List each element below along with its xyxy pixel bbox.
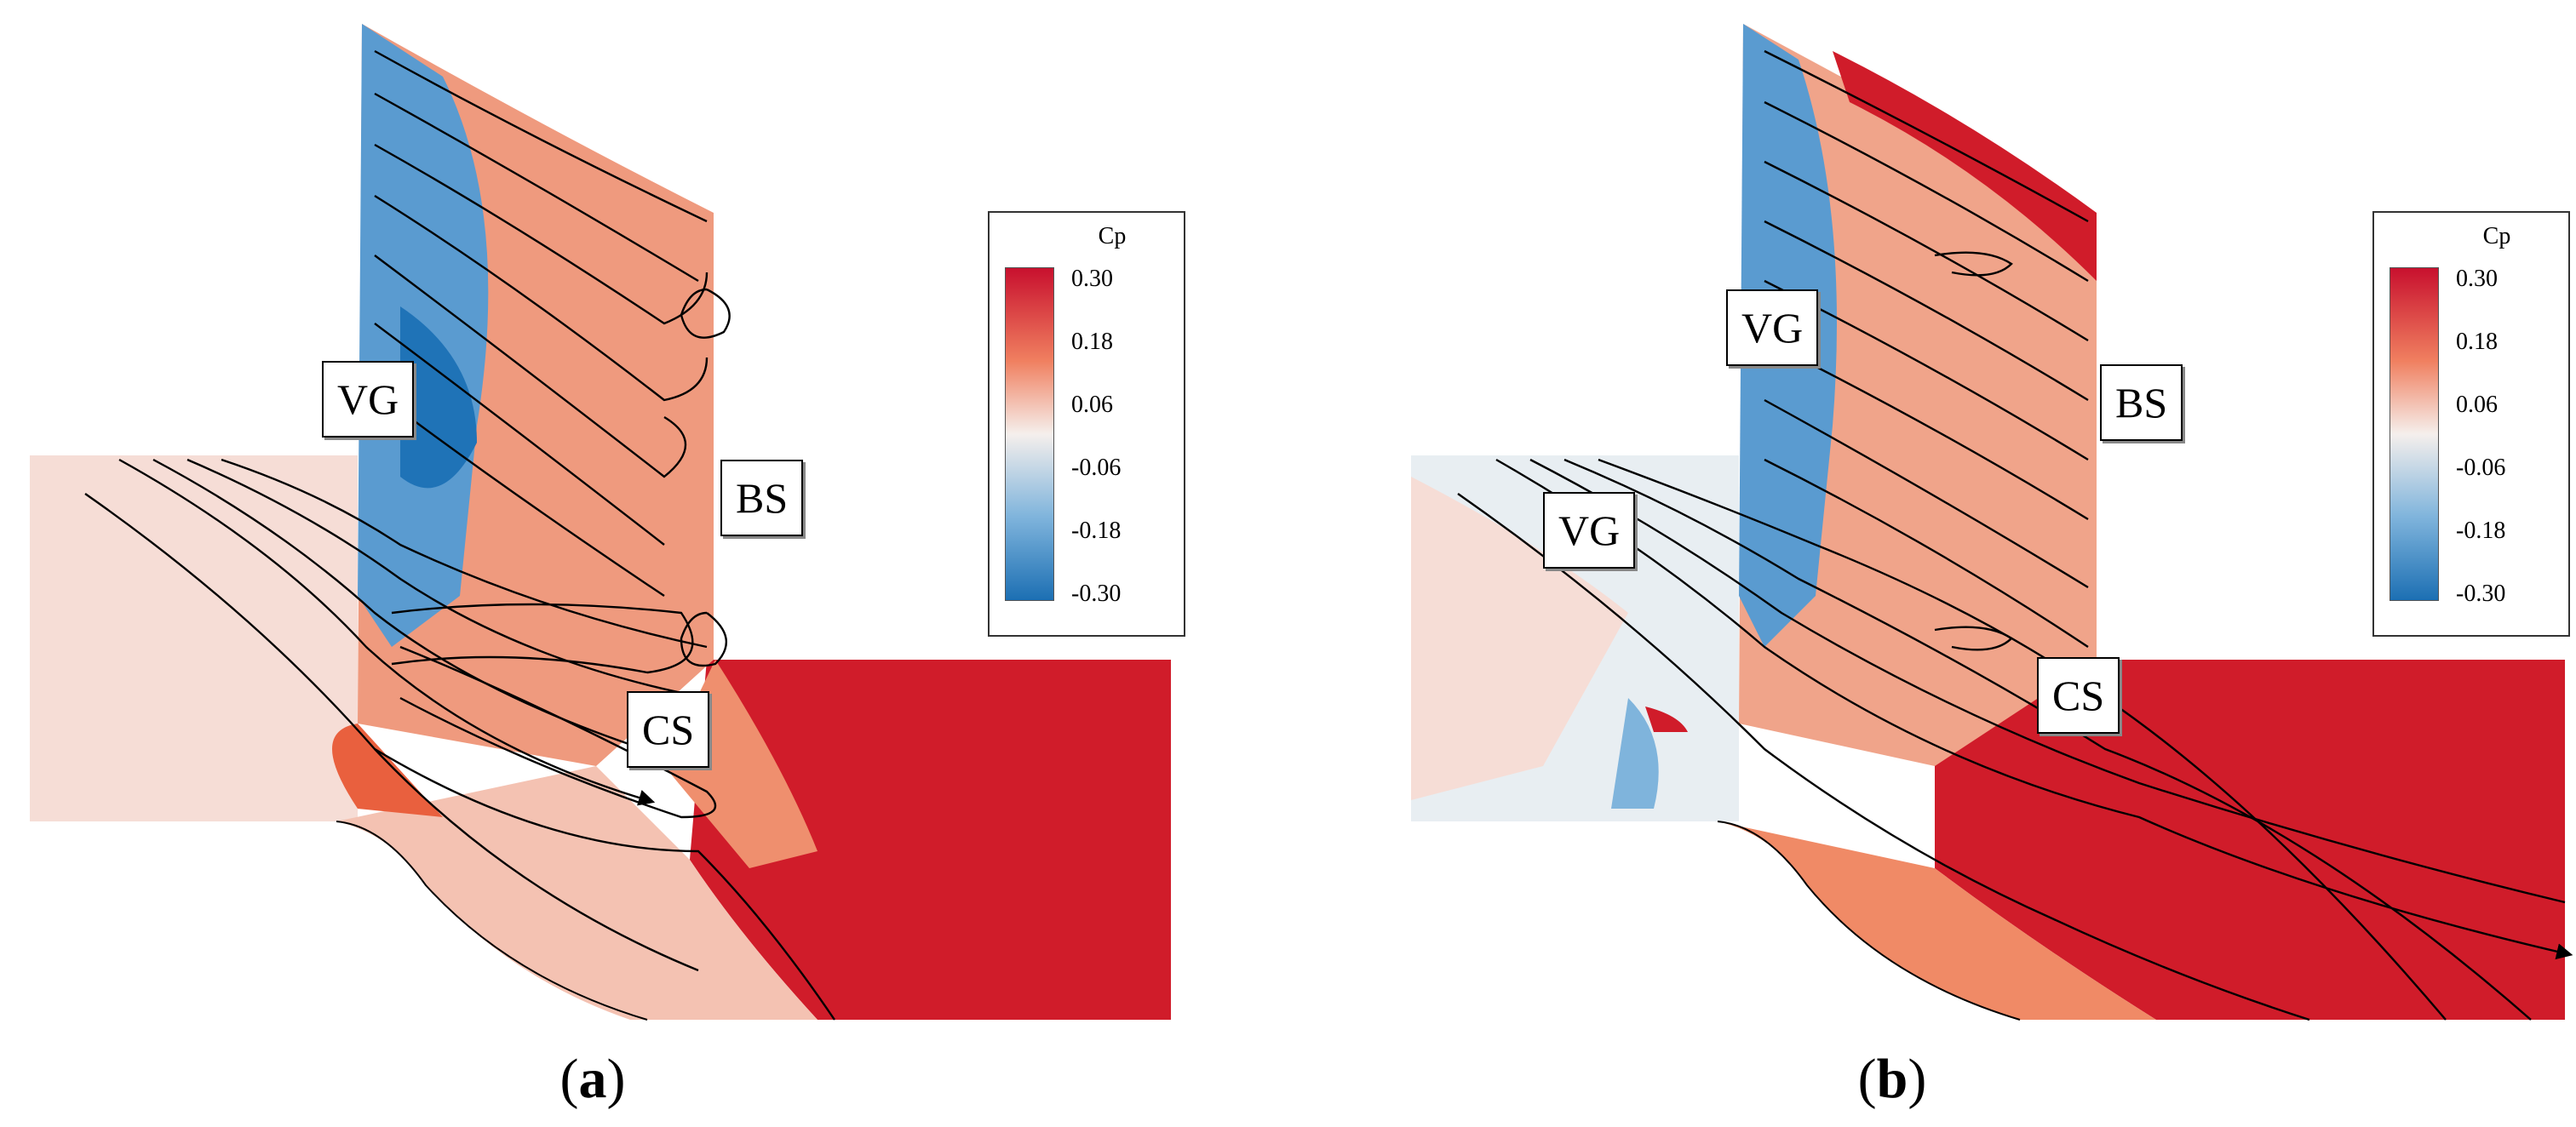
panel-a: VG BS CS Cp 0.30 0.18 0.06 -0.06 -0.18 -… [30,24,1185,1110]
inlet-duct-a [30,455,358,821]
colorbar-title: Cp [2482,223,2511,249]
blue-streak-b [1611,698,1659,809]
vg-label: VG [322,361,415,438]
pressure-side-strip-b [1833,51,2097,281]
inlet-warm-patch-b [1411,477,1628,800]
colorbar-tick: -0.30 [2456,581,2506,607]
vg-label-lower: VG [1543,492,1636,569]
colorbar-tick: 0.06 [1071,392,1113,418]
colorbar-tick: -0.30 [1071,581,1122,607]
duct-outline-b [1717,821,2021,1021]
colorbar-tick: 0.30 [1071,266,1113,292]
streamlines-b [1457,49,2573,1021]
contour-field-b [1411,24,2573,1021]
colorbar-tick: -0.18 [1071,518,1122,544]
contour-field-a [30,24,1171,1021]
bs-label: BS [720,460,804,536]
colorbar-tick: 0.18 [1071,329,1113,355]
vg-label-upper: VG [1726,289,1819,366]
lower-bend-a [336,766,818,1020]
colorbar-tick: 0.30 [2456,266,2498,292]
colorbar-b: Cp 0.30 0.18 0.06 -0.06 -0.18 -0.30 [2372,211,2570,637]
colorbar-gradient [2390,267,2439,601]
cs-label: CS [2037,657,2120,734]
colorbar-tick: -0.06 [2456,455,2506,481]
outlet-duct-a [690,660,1171,1020]
bs-label: BS [2100,364,2183,441]
hot-spot-b [1645,707,1688,732]
deep-blue-core-a [400,306,477,489]
colorbar-tick: 0.06 [2456,392,2498,418]
colorbar-title: Cp [1098,223,1127,249]
colorbar-tick: -0.06 [1071,455,1122,481]
caption-a: (a) [559,1048,626,1110]
panel-b: VG VG BS CS Cp 0.30 0.18 0.06 -0.06 -0.1… [1288,0,2575,1127]
high-pressure-bump-a [332,724,443,817]
outlet-duct-b [1935,660,2565,1020]
colorbar-tick: 0.18 [2456,329,2498,355]
colorbar-tick: -0.18 [2456,518,2506,544]
lower-bend-b [1718,821,2156,1020]
colorbar-gradient [1005,267,1054,601]
cs-label: CS [627,691,710,768]
duct-outline-a [336,821,648,1021]
caption-b: (b) [1857,1048,1927,1110]
streamlines-a [84,49,835,1021]
colorbar-a: Cp 0.30 0.18 0.06 -0.06 -0.18 -0.30 [988,211,1185,637]
